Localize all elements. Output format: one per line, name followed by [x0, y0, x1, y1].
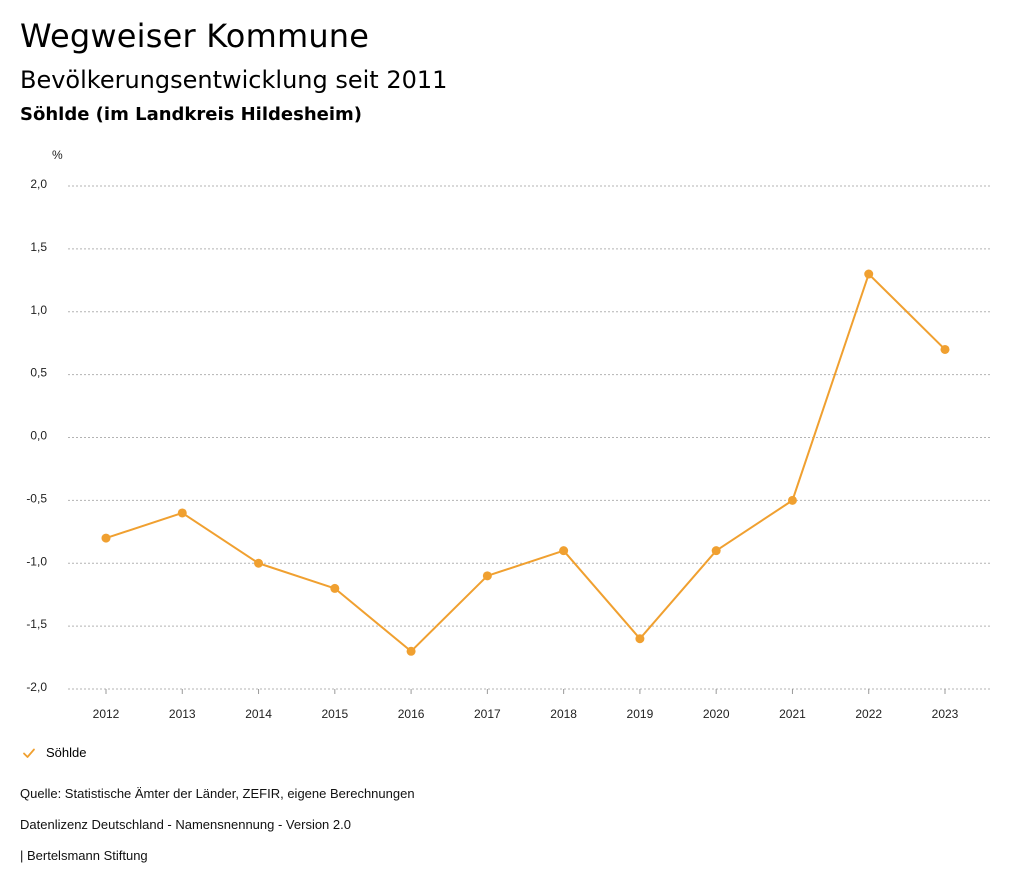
x-tick-label: 2020 — [703, 707, 730, 721]
data-point — [559, 546, 569, 556]
y-tick-label: -1,5 — [26, 617, 47, 631]
x-tick-label: 2012 — [93, 707, 120, 721]
license-note: Datenlizenz Deutschland - Namensnennung … — [20, 817, 351, 832]
y-axis-unit-label: % — [52, 148, 63, 162]
data-point — [787, 495, 797, 505]
data-point — [254, 558, 264, 568]
data-point — [482, 571, 492, 581]
series-line — [105, 273, 946, 653]
line-chart: % 2,0 1,5 1,0 0,5 0,0 -0,5 -1,0 -1,5 -2,0 2012 2013… — [26, 148, 990, 721]
checkmark-icon — [23, 748, 35, 758]
y-tick-label: 1,0 — [30, 303, 47, 317]
data-point — [940, 344, 950, 354]
x-tick-label: 2022 — [855, 707, 882, 721]
region-label: Söhlde (im Landkreis Hildesheim) — [20, 104, 362, 125]
y-tick-label: 0,0 — [30, 429, 47, 443]
x-tick-label: 2015 — [321, 707, 348, 721]
x-tick-label: 2023 — [932, 707, 959, 721]
x-tick-label: 2016 — [398, 707, 425, 721]
legend-item-soehlde[interactable]: Söhlde — [22, 745, 86, 760]
x-tick-label: 2019 — [627, 707, 654, 721]
data-point — [406, 646, 416, 656]
y-tick-label: -1,0 — [26, 554, 47, 568]
source-note: Quelle: Statistische Ämter der Länder, Z… — [20, 786, 415, 801]
x-tick-label: 2014 — [245, 707, 272, 721]
y-tick-label: 0,5 — [30, 366, 47, 380]
data-point — [177, 508, 187, 518]
y-tick-label: -0,5 — [26, 491, 47, 505]
y-tick-label: -2,0 — [26, 680, 47, 694]
x-tick-label: 2018 — [550, 707, 577, 721]
data-point — [101, 533, 111, 543]
chart-subtitle: Bevölkerungsentwicklung seit 2011 — [20, 66, 448, 94]
legend-label: Söhlde — [46, 745, 87, 760]
data-point — [711, 546, 721, 556]
credit-note: | Bertelsmann Stiftung — [20, 848, 148, 863]
x-tick-label: 2017 — [474, 707, 501, 721]
data-point — [330, 583, 340, 593]
data-point — [635, 634, 645, 644]
x-tick-label: 2021 — [779, 707, 806, 721]
data-point — [864, 269, 874, 279]
y-tick-label: 2,0 — [30, 177, 47, 191]
page-title: Wegweiser Kommune — [20, 17, 370, 55]
y-tick-label: 1,5 — [30, 240, 47, 254]
x-tick-label: 2013 — [169, 707, 196, 721]
